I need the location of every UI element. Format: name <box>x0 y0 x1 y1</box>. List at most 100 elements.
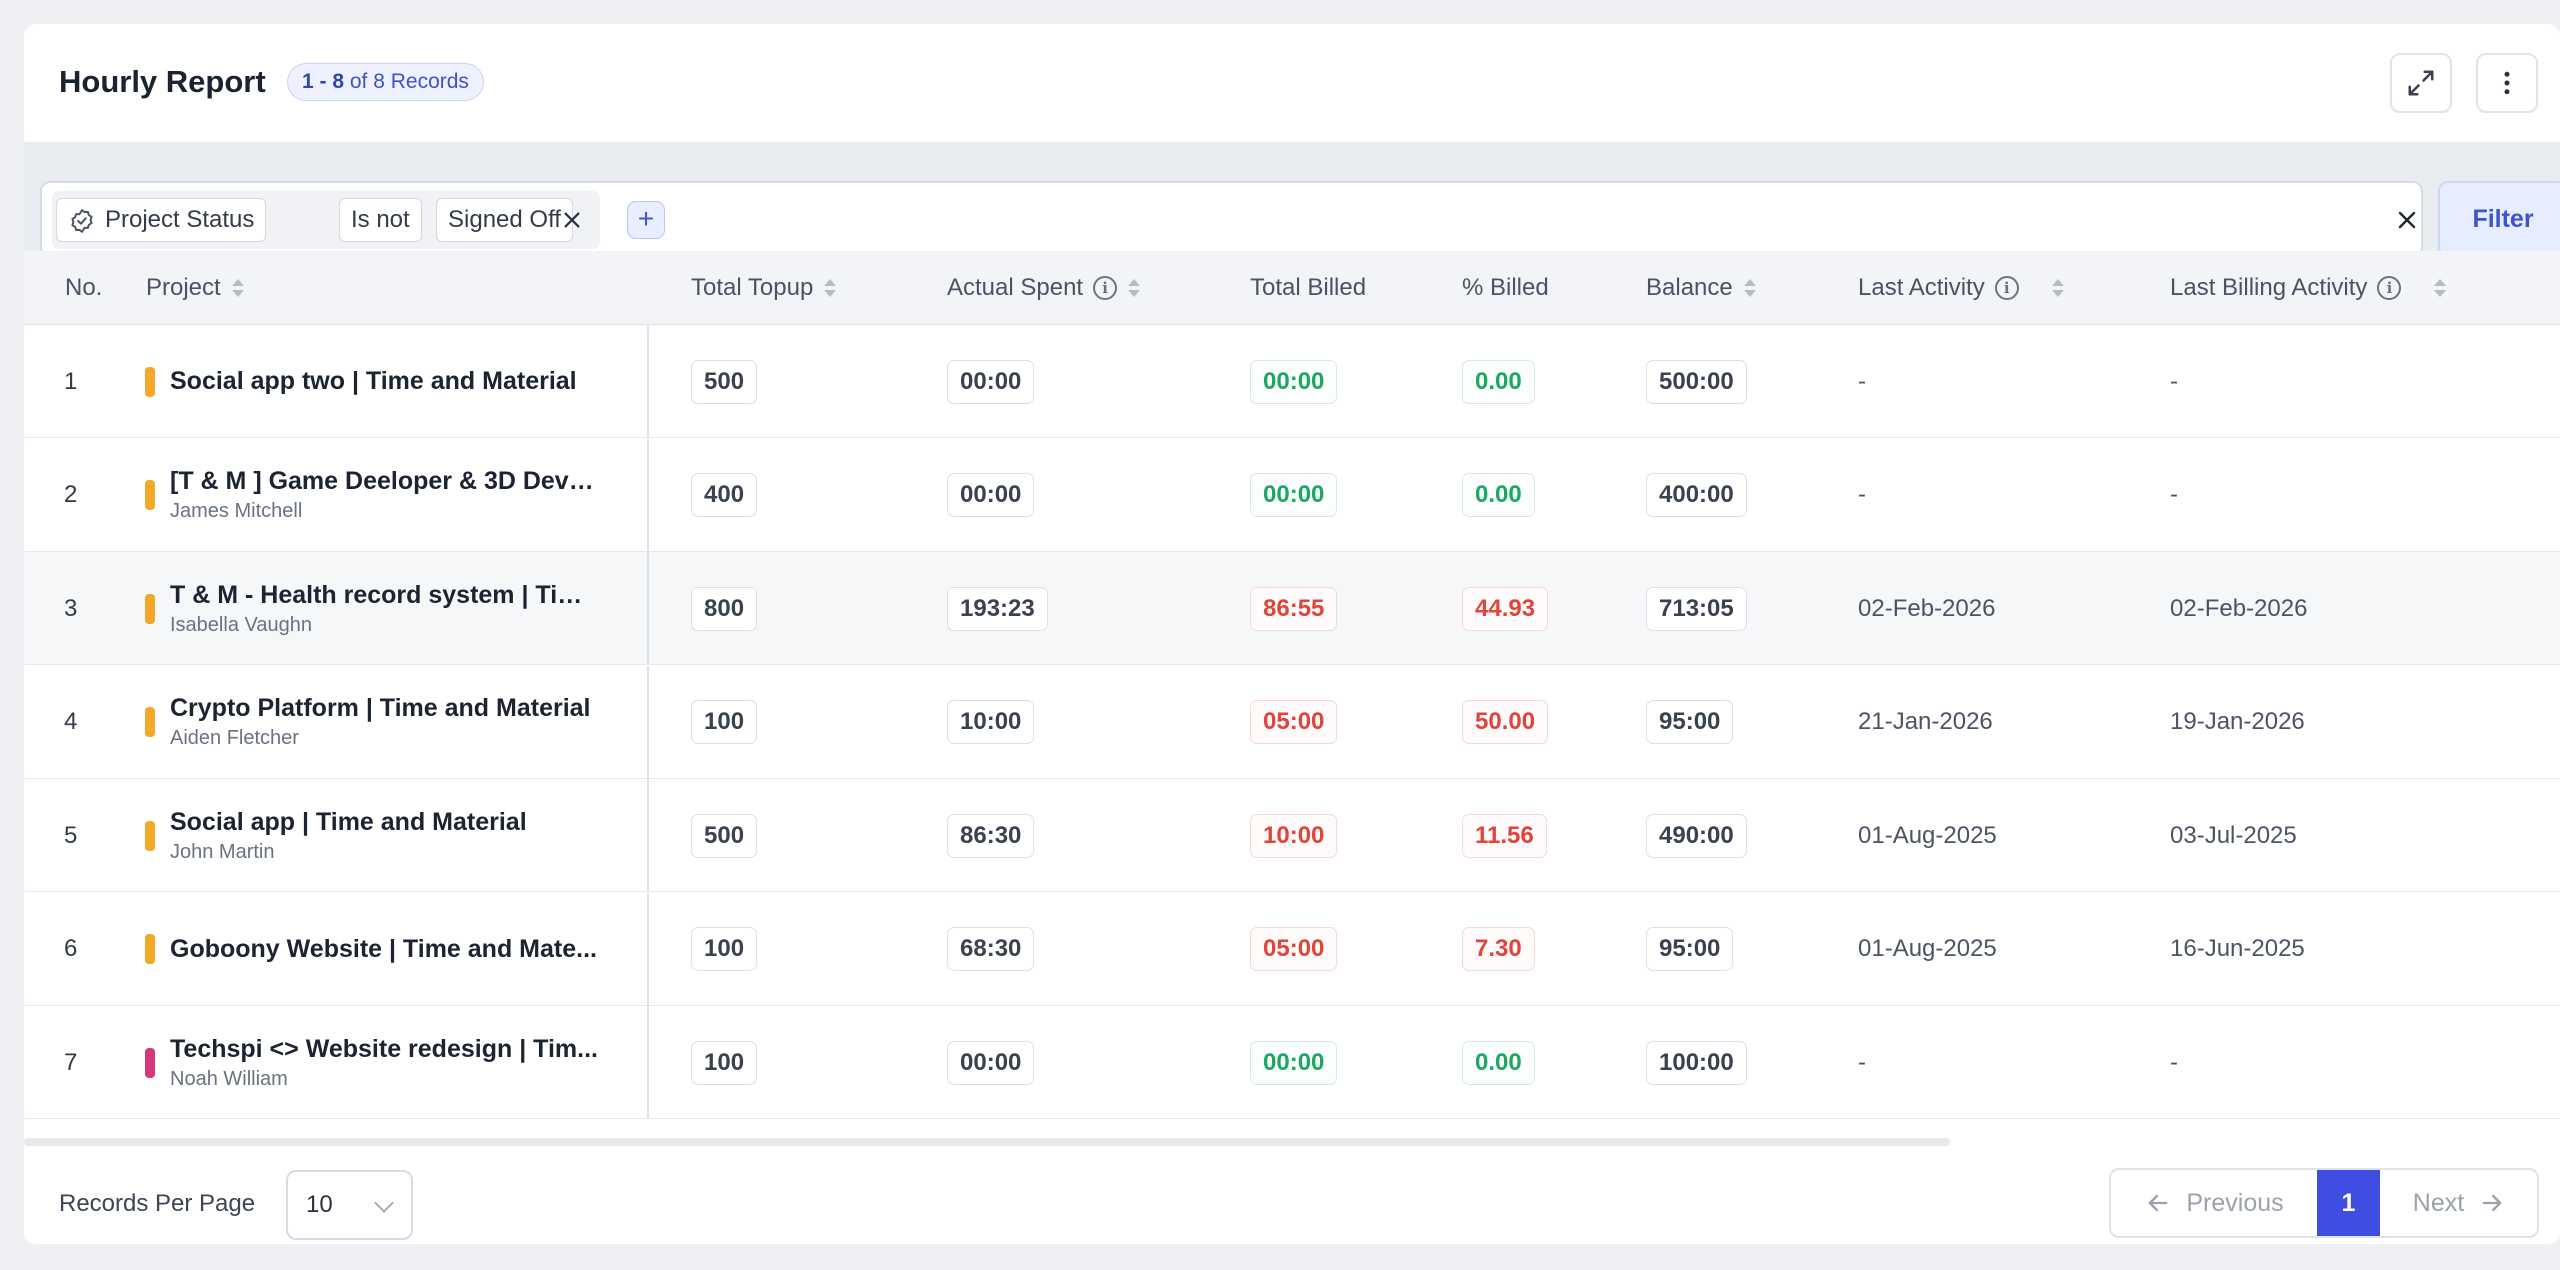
col-last-activity[interactable]: Last Activity i <box>1858 251 2065 325</box>
total-topup-value: 800 <box>691 586 758 631</box>
pct-billed-value: 11.56 <box>1462 813 1547 858</box>
table-row[interactable]: 7 Techspi <> Website redesign | Tim... Noa… <box>24 1006 2560 1119</box>
project-cell[interactable]: Social app | Time and Material John Marti… <box>145 779 635 892</box>
total-billed-value: 10:00 <box>1250 813 1338 858</box>
total-billed-value: 00:00 <box>1250 359 1338 404</box>
project-cell[interactable]: [T & M ] Game Deeloper & 3D Deve... James… <box>145 439 635 552</box>
last-billing-activity-cell: 03-Jul-2025 <box>2170 821 2297 849</box>
hourly-report-card: Hourly Report 1 - 8 of 8 Records Project… <box>24 24 2560 1244</box>
previous-page-button[interactable]: Previous <box>2111 1170 2317 1236</box>
project-text: Goboony Website | Time and Mate... <box>170 935 597 964</box>
total-topup-value: 500 <box>691 359 758 404</box>
expand-button[interactable] <box>2390 53 2452 113</box>
project-status-indicator <box>145 480 155 510</box>
project-cell[interactable]: T & M - Health record system | Tim... Isa… <box>145 552 635 665</box>
add-filter-button[interactable]: + <box>627 201 665 239</box>
actual-spent-cell: 00:00 <box>947 325 1035 438</box>
horizontal-scrollbar[interactable] <box>24 1138 1950 1146</box>
table-header: No. Project Total Topup Actual Spent i To… <box>24 251 2560 325</box>
sort-icon[interactable] <box>823 277 837 299</box>
total-topup-value: 500 <box>691 813 758 858</box>
table-row[interactable]: 2 [T & M ] Game Deeloper & 3D Deve... Jame… <box>24 438 2560 552</box>
sticky-column-divider <box>647 438 649 551</box>
next-page-button[interactable]: Next <box>2380 1170 2537 1236</box>
project-name[interactable]: Goboony Website | Time and Mate... <box>170 934 597 963</box>
page-1-button[interactable]: 1 <box>2317 1170 2380 1236</box>
actual-spent-cell: 68:30 <box>947 893 1035 1006</box>
filter-field-chip[interactable]: Project Status <box>56 198 267 242</box>
info-icon[interactable]: i <box>1994 276 2019 300</box>
project-name[interactable]: Social app two | Time and Material <box>170 367 577 395</box>
balance-cell: 100:00 <box>1646 1006 1747 1119</box>
col-balance[interactable]: Balance <box>1646 251 1757 325</box>
col-no: No. <box>65 251 102 325</box>
project-cell[interactable]: Social app two | Time and Material <box>145 325 635 438</box>
table-row[interactable]: 1 Social app two | Time and Material 500 00… <box>24 325 2560 438</box>
actual-spent-value: 00:00 <box>947 473 1035 517</box>
balance-value: 490:00 <box>1646 813 1747 858</box>
project-name[interactable]: [T & M ] Game Deeloper & 3D Deve... <box>170 467 600 495</box>
project-cell[interactable]: Crypto Platform | Time and Material Aiden… <box>145 666 635 779</box>
card-header: Hourly Report 1 - 8 of 8 Records <box>24 24 2560 142</box>
table-row[interactable]: 4 Crypto Platform | Time and Material Aide… <box>24 665 2560 779</box>
project-name[interactable]: Techspi <> Website redesign | Tim... <box>170 1034 598 1063</box>
sort-icon[interactable] <box>1743 277 1757 299</box>
project-cell[interactable]: Techspi <> Website redesign | Tim... Noah… <box>145 1006 635 1119</box>
sort-icon[interactable] <box>231 277 245 299</box>
remove-filter-button[interactable] <box>558 206 586 234</box>
col-actual-spent[interactable]: Actual Spent i <box>947 251 1141 325</box>
table-row[interactable]: 5 Social app | Time and Material John Mart… <box>24 779 2560 892</box>
col-total-billed-label: Total Billed <box>1250 274 1367 301</box>
close-icon <box>564 212 580 228</box>
filter-chip-group: Project Status Is not Signed Off <box>52 191 600 249</box>
sort-icon[interactable] <box>2051 277 2065 299</box>
balance-cell: 400:00 <box>1646 439 1747 552</box>
pct-billed-value: 7.30 <box>1462 927 1535 971</box>
row-number: 6 <box>64 935 78 962</box>
balance-value: 95:00 <box>1646 927 1734 971</box>
clear-filters-button[interactable] <box>2392 205 2422 235</box>
info-icon[interactable]: i <box>1093 276 1118 300</box>
previous-label: Previous <box>2186 1188 2284 1217</box>
filter-value-chip[interactable]: Signed Off <box>436 198 573 242</box>
pct-billed-cell: 0.00 <box>1462 1006 1535 1119</box>
records-per-page-select[interactable]: 10 <box>286 1170 413 1240</box>
info-icon[interactable]: i <box>2377 276 2402 300</box>
last-activity-cell: 01-Aug-2025 <box>1858 935 1997 962</box>
pct-billed-cell: 44.93 <box>1462 552 1549 665</box>
col-last-billing-activity[interactable]: Last Billing Activity i <box>2170 251 2447 325</box>
last-activity-cell: - <box>1858 481 1866 508</box>
records-per-page-value: 10 <box>306 1191 333 1218</box>
sticky-column-divider <box>647 779 649 891</box>
total-topup-cell: 500 <box>691 779 758 892</box>
filter-operator-label: Is not <box>351 206 410 233</box>
pct-billed-cell: 7.30 <box>1462 893 1535 1006</box>
last-billing-activity-cell: - <box>2170 1048 2178 1076</box>
table-row[interactable]: 3 T & M - Health record system | Tim... Is… <box>24 552 2560 665</box>
project-name[interactable]: T & M - Health record system | Tim... <box>170 580 600 609</box>
project-owner: James Mitchell <box>170 500 303 522</box>
more-vertical-icon <box>2504 71 2510 95</box>
project-name[interactable]: Social app | Time and Material <box>170 807 527 836</box>
filter-operator-chip[interactable]: Is not <box>339 198 422 242</box>
total-billed-cell: 00:00 <box>1250 439 1338 552</box>
pct-billed-cell: 11.56 <box>1462 779 1547 892</box>
next-label: Next <box>2412 1188 2465 1217</box>
total-topup-value: 100 <box>691 1040 758 1085</box>
total-topup-value: 100 <box>691 700 758 744</box>
project-cell[interactable]: Goboony Website | Time and Mate... <box>145 893 635 1006</box>
total-topup-cell: 800 <box>691 552 758 665</box>
col-total-topup[interactable]: Total Topup <box>691 251 837 325</box>
project-name[interactable]: Crypto Platform | Time and Material <box>170 694 591 722</box>
filter-button[interactable]: Filter <box>2438 181 2560 257</box>
more-options-button[interactable] <box>2476 53 2538 113</box>
pagination: Previous 1 Next <box>2109 1168 2539 1238</box>
total-billed-value: 05:00 <box>1250 700 1338 744</box>
project-status-indicator <box>145 707 155 737</box>
table-row[interactable]: 6 Goboony Website | Time and Mate... 100 68… <box>24 892 2560 1006</box>
col-project[interactable]: Project <box>146 251 245 325</box>
sort-icon[interactable] <box>1127 277 1141 299</box>
sort-icon[interactable] <box>2433 277 2447 299</box>
col-pct-billed: % Billed <box>1462 251 1549 325</box>
row-number: 4 <box>64 708 78 735</box>
